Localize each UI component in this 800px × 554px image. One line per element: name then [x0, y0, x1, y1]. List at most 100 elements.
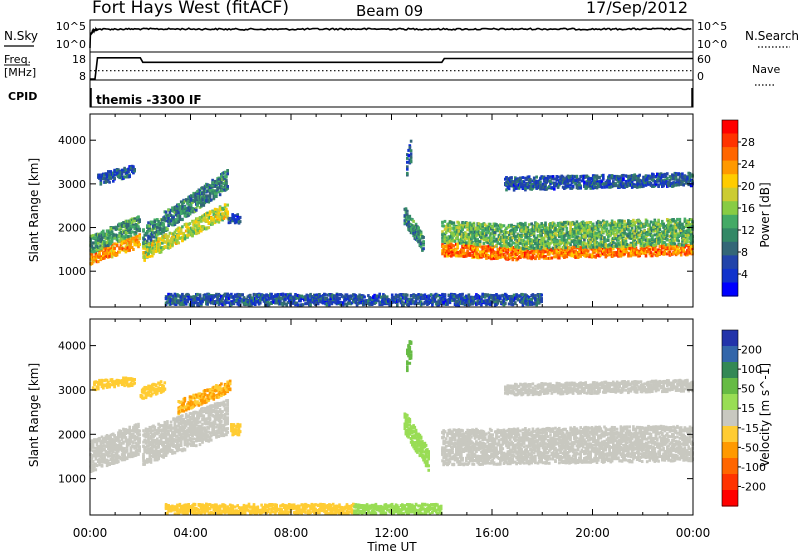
power-colorbar-swatch-10 — [722, 255, 738, 270]
header-beam: Beam 09 — [356, 2, 423, 20]
power-colorbar-tick-0: 28 — [741, 136, 755, 149]
heatmap-band-13 — [164, 292, 543, 307]
heatmap-band-8 — [441, 424, 694, 467]
power-colorbar-tick-4: 12 — [741, 224, 755, 237]
velocity-colorbar-swatch-4 — [722, 394, 738, 411]
power-colorbar-tick-3: 16 — [741, 202, 755, 215]
cpid-text: themis -3300 IF — [96, 93, 202, 107]
power-colorbar-swatch-5 — [722, 187, 738, 202]
power-colorbar-tick-2: 20 — [741, 180, 755, 193]
heatmap-band-9 — [441, 219, 518, 249]
velocity-colorbar: 200 100 50 15 -15 -50 -100 -200 — [721, 329, 766, 507]
heatmap-band-0 — [89, 422, 141, 473]
velocity-colorbar-swatch-10 — [722, 490, 738, 507]
heatmap-band-4 — [142, 169, 229, 246]
noise-tick-bottom-right: 10^0 — [697, 38, 727, 51]
velocity-colorbar-tick-2: 50 — [741, 383, 755, 396]
heatmap-band-3 — [139, 380, 167, 400]
velocity-colorbar-swatch-2 — [722, 362, 738, 379]
heatmap-band-7 — [406, 340, 413, 373]
power-colorbar-swatch-2 — [722, 147, 738, 162]
y-tick-label-1-1: 2000 — [58, 428, 86, 441]
velocity-y-axis-label: Slant Range [km] — [27, 363, 41, 467]
noise-panel-frame — [89, 19, 694, 53]
power-colorbar-tick-6: 4 — [741, 268, 748, 281]
heatmap-band-8 — [441, 242, 518, 262]
velocity-colorbar-tick-5: -50 — [741, 441, 759, 454]
x-tick-label-4: 16:00 — [475, 526, 510, 540]
power-colorbar-swatch-8 — [722, 228, 738, 243]
heatmap-band-4 — [91, 376, 136, 392]
noise-right-label: N.Search — [745, 29, 799, 43]
heatmap-band-6 — [403, 207, 425, 252]
power-heatmap — [89, 139, 694, 307]
velocity-colorbar-tick-4: -15 — [741, 422, 759, 435]
y-tick-label-0-3: 4000 — [58, 134, 86, 147]
y-tick-label-0-2: 3000 — [58, 178, 86, 191]
freq-label-line1: Freq. — [4, 53, 31, 66]
power-y-axis-label: Slant Range [km] — [27, 158, 41, 262]
velocity-colorbar-tick-6: -100 — [741, 461, 766, 474]
velocity-colorbar-tick-0: 200 — [741, 344, 762, 357]
heatmap-band-3 — [142, 203, 229, 262]
power-colorbar-tick-5: 8 — [741, 246, 748, 259]
velocity-colorbar-tick-7: -200 — [741, 480, 766, 493]
power-colorbar-swatch-0 — [722, 120, 738, 135]
cpid-label: CPID — [8, 90, 37, 103]
y-tick-label-0-0: 1000 — [58, 265, 86, 278]
velocity-colorbar-swatch-8 — [722, 458, 738, 475]
velocity-colorbar-swatch-1 — [722, 346, 738, 363]
y-tick-label-1-3: 4000 — [58, 340, 86, 353]
x-tick-label-0: 00:00 — [73, 526, 108, 540]
freq-tick-8: 8 — [79, 70, 86, 83]
heatmap-band-11 — [353, 502, 443, 516]
y-tick-label-1-0: 1000 — [58, 473, 86, 486]
noise-tick-top-right: 10^5 — [697, 20, 727, 33]
heatmap-band-9 — [504, 378, 694, 397]
heatmap-band-7 — [406, 139, 413, 177]
x-tick-label-2: 08:00 — [274, 526, 309, 540]
freq-label-line2: [MHz] — [4, 66, 36, 79]
heatmap-band-2 — [177, 379, 232, 416]
power-colorbar-swatch-6 — [722, 201, 738, 216]
y-tick-label-0-1: 2000 — [58, 222, 86, 235]
power-colorbar-swatch-9 — [722, 241, 738, 256]
power-colorbar-swatch-12 — [722, 282, 738, 297]
power-colorbar-tick-1: 24 — [741, 158, 755, 171]
cpid-panel-frame — [89, 79, 694, 108]
velocity-colorbar-swatch-6 — [722, 426, 738, 443]
velocity-colorbar-swatch-7 — [722, 442, 738, 459]
heatmap-band-11 — [516, 217, 694, 251]
velocity-colorbar-label: Velocity [m s^-1] — [758, 363, 772, 467]
power-colorbar-swatch-7 — [722, 214, 738, 229]
noise-tick-bottom-left: 10^0 — [56, 38, 86, 51]
nave-label: Nave — [752, 63, 780, 76]
heatmap-band-2 — [97, 164, 136, 186]
power-colorbar: 28 24 20 16 12 8 4 — [721, 119, 755, 297]
freq-series-line — [90, 57, 693, 80]
noise-series-line-0 — [89, 26, 692, 49]
nave-tick-60: 60 — [697, 53, 711, 66]
power-colorbar-swatch-11 — [722, 268, 738, 283]
x-axis-label: Time UT — [366, 540, 417, 554]
heatmap-band-1 — [142, 399, 229, 466]
velocity-colorbar-tick-1: 100 — [741, 363, 762, 376]
noise-left-label: N.Sky — [4, 29, 38, 43]
power-colorbar-label: Power [dB] — [758, 182, 772, 247]
header-station: Fort Hays West (fitACF) — [92, 0, 289, 18]
noise-tick-top-left: 10^5 — [56, 20, 86, 33]
freq-tick-18: 18 — [72, 53, 86, 66]
nave-tick-0: 0 — [697, 70, 704, 83]
heatmap-band-1 — [89, 215, 141, 254]
velocity-colorbar-swatch-9 — [722, 474, 738, 491]
x-tick-label-1: 04:00 — [173, 526, 208, 540]
velocity-colorbar-swatch-3 — [722, 378, 738, 395]
power-colorbar-swatch-1 — [722, 133, 738, 148]
heatmap-band-10 — [164, 502, 355, 516]
velocity-colorbar-swatch-0 — [722, 330, 738, 347]
heatmap-band-6 — [403, 412, 430, 472]
x-tick-label-6: 00:00 — [676, 526, 711, 540]
freq-series — [90, 57, 693, 80]
header-date: 17/Sep/2012 — [586, 0, 688, 17]
